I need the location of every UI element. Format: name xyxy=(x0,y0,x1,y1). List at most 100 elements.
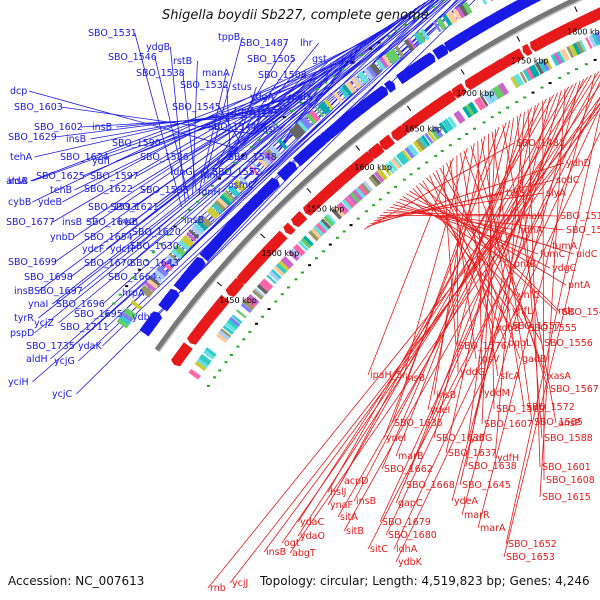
gene-label: SBO_1481 xyxy=(516,138,565,149)
gene-label: ydfH xyxy=(497,453,519,464)
gene-label: SBO_1572 xyxy=(526,402,575,413)
gene-label: malI xyxy=(522,211,543,222)
reverse-cog-ring xyxy=(188,31,600,380)
gene-label: fdnG xyxy=(170,167,193,178)
gene-label: tyrR xyxy=(14,313,34,324)
gene-label: SBO_1638 xyxy=(468,461,517,472)
kbp-label: 1650 kbp xyxy=(404,124,442,133)
gene-label: SBO_1608 xyxy=(546,475,595,486)
gene-label: SBO_1620 xyxy=(132,227,181,238)
gene-label: abgT xyxy=(292,548,316,559)
gene-label: SBO_1645 xyxy=(462,480,511,491)
gene-label: insB xyxy=(405,373,425,384)
gene-label: ydaO xyxy=(300,531,325,542)
gene-label: acpD xyxy=(344,476,368,487)
gene-label: ansP xyxy=(558,418,581,429)
gene-label: ydbH xyxy=(132,312,157,323)
genome-summary: Topology: circular; Length: 4,519,823 bp… xyxy=(260,574,590,588)
gene-label: asr xyxy=(262,124,277,135)
gene-label: SBO_1662 xyxy=(384,464,433,475)
gene-label: tyrS xyxy=(506,188,525,199)
gene-label: gst xyxy=(312,54,327,65)
gene-label: malX xyxy=(288,92,313,103)
gene-label: SBO_1595 xyxy=(140,185,189,196)
accession-label: Accession: NC_007613 xyxy=(8,574,145,588)
gene-label: SBO_1597 xyxy=(90,171,139,182)
gene-label: SBO_1603 xyxy=(14,102,63,113)
gene-label: SBO_1510 xyxy=(560,211,600,222)
gene-label: ydgA xyxy=(250,92,275,103)
gene-label: SBO_1589 xyxy=(496,404,545,415)
gene-label: sitC xyxy=(370,544,388,555)
gene-label: SBO_1699 xyxy=(8,257,57,268)
gene-label: ynfC xyxy=(518,290,540,301)
gene-label: SBO_1567 xyxy=(550,384,599,395)
gene-label: SBO_1538 xyxy=(136,68,185,79)
forward-cds-ring xyxy=(139,0,542,337)
gene-label: SBO_1516 xyxy=(566,225,600,236)
gene-label: insB xyxy=(356,496,376,507)
gene-label: SBO_1654 xyxy=(84,232,133,243)
gene-label: ynfL xyxy=(512,306,533,317)
gene-label: rstB xyxy=(173,56,192,67)
gene-label: SBO_1670 xyxy=(84,258,133,269)
kbp-scale: 1450 kbp 1500 kbp 1550 kbp 1600 kbp 1650 kbp… xyxy=(216,6,600,305)
kbp-label: 1700 kbp xyxy=(457,89,495,98)
gene-label: SBO_1556 xyxy=(544,338,593,349)
gene-label: uidC xyxy=(576,249,598,260)
gene-label: SBO_1711 xyxy=(60,322,109,333)
gene-label: ydeI xyxy=(430,405,450,416)
gene-label: ycjZ xyxy=(34,318,54,329)
gene-label: SBO_1544 xyxy=(208,122,257,133)
gene-label: SBO_1601 xyxy=(542,462,591,473)
gene-label: SBO_1624 xyxy=(60,152,109,163)
gene-label: SBO_1697 xyxy=(34,286,83,297)
gene-label: pntB xyxy=(514,259,536,270)
gene-label: yddG xyxy=(460,367,485,378)
gene-label: osmC xyxy=(228,180,255,191)
gene-label: SBO_1653 xyxy=(506,552,555,563)
gene-label: ydeB xyxy=(38,197,62,208)
gene-label: rstA xyxy=(258,106,278,117)
gene-label: insB xyxy=(62,217,82,228)
gene-label: SBO_1636 xyxy=(436,433,485,444)
gene-label: insB xyxy=(266,547,286,558)
gene-label: SBO_1679 xyxy=(382,517,431,528)
gene-label: lhr xyxy=(300,38,313,49)
reverse-cds-ring xyxy=(171,7,600,367)
gene-label: SBO_1593 xyxy=(88,202,137,213)
gene-label: gapC xyxy=(398,498,423,509)
gene-label: rnb xyxy=(210,583,226,594)
gene-label: SBO_1586 xyxy=(140,152,189,163)
gene-label: tehB xyxy=(50,185,72,196)
gene-label: xasA xyxy=(548,371,571,382)
gene-label: cybB xyxy=(8,197,31,208)
leader-lines xyxy=(28,0,600,589)
gene-label: SBO_1546 xyxy=(108,52,157,63)
gene-label: sitB xyxy=(346,526,364,537)
gene-label: SBO_1625 xyxy=(36,171,85,182)
gene-label: ydfG xyxy=(470,433,492,444)
gene-label: SBO_1696 xyxy=(56,299,105,310)
gene-label: SBO_1590 xyxy=(112,138,161,149)
gene-label: ydaK xyxy=(78,341,102,352)
gene-label: ydeA xyxy=(454,496,478,507)
kbp-label: 1800 kbp xyxy=(567,28,600,37)
gene-label: insB xyxy=(92,122,112,133)
gene-label: SBO_1508 xyxy=(258,70,307,81)
genome-rings xyxy=(104,0,600,387)
gene-label: ynbD xyxy=(50,232,75,243)
gene-label: SBO_1552 xyxy=(212,167,261,178)
gene-label: SBO_1588 xyxy=(544,433,593,444)
gene-label: SBO_1547 xyxy=(562,307,600,318)
gene-label: ycjG xyxy=(54,356,75,367)
gene-label: yciH xyxy=(8,377,29,388)
gene-label: SBO_1557 xyxy=(512,321,561,332)
gene-label: pqqL xyxy=(508,338,532,349)
gene-label: aldH xyxy=(26,354,48,365)
gene-label: gadB xyxy=(522,354,546,365)
gene-label: SBO_1735 xyxy=(26,341,75,352)
gene-label: insB xyxy=(66,134,86,145)
forward-cog-ring xyxy=(116,0,494,329)
